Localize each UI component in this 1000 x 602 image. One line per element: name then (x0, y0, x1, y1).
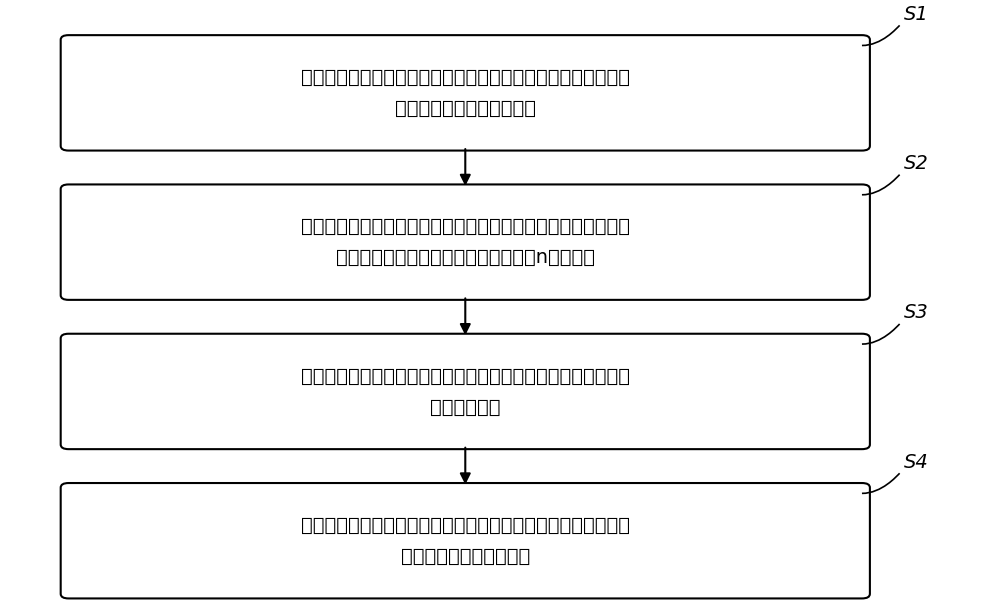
Text: S2: S2 (904, 154, 928, 173)
FancyBboxPatch shape (61, 334, 870, 449)
Text: 提取每个子序列的时域特征、频域特征和时频域特征，形成故障
诊断特征向量: 提取每个子序列的时域特征、频域特征和时频域特征，形成故障 诊断特征向量 (301, 367, 630, 417)
Text: S3: S3 (904, 303, 928, 322)
Text: 基于故障诊断特征向量，利用预先训练好的均衡风缸控制模块故
障诊断模型进行故障诊断: 基于故障诊断特征向量，利用预先训练好的均衡风缸控制模块故 障诊断模型进行故障诊断 (301, 516, 630, 566)
FancyBboxPatch shape (61, 483, 870, 598)
Text: 采用滑动窗口策略，将获得的均衡风缸的压力数据、充风阀及排
风阀的驱动电流数据沿时间维度分割为n个子序列: 采用滑动窗口策略，将获得的均衡风缸的压力数据、充风阀及排 风阀的驱动电流数据沿时… (301, 217, 630, 267)
Text: S1: S1 (904, 5, 928, 23)
FancyBboxPatch shape (61, 35, 870, 150)
Text: S4: S4 (904, 453, 928, 471)
Text: 实时获取均衡风缸一次充排风周期内均衡风缸的压力数据、充风
阀及排风阀的驱动电流数据: 实时获取均衡风缸一次充排风周期内均衡风缸的压力数据、充风 阀及排风阀的驱动电流数… (301, 68, 630, 118)
FancyBboxPatch shape (61, 184, 870, 300)
